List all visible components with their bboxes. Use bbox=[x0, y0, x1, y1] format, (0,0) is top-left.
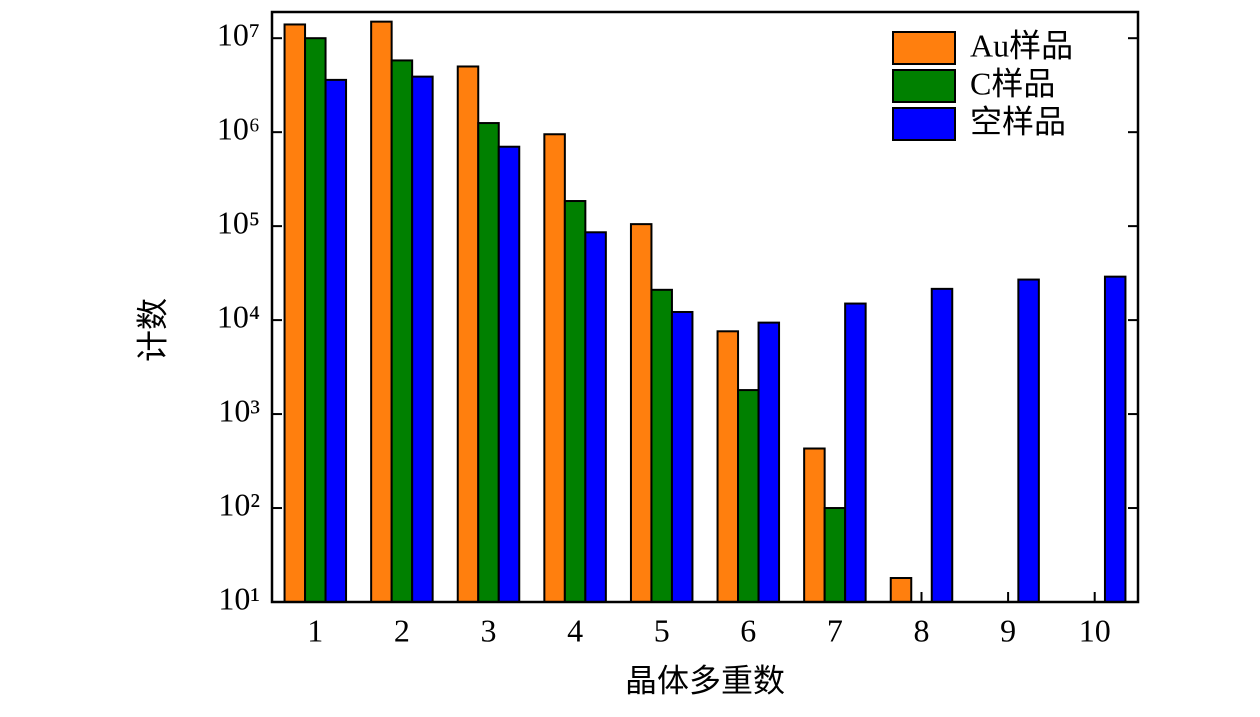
bar bbox=[757, 321, 781, 603]
bar bbox=[1103, 275, 1127, 603]
bar bbox=[304, 37, 327, 603]
y-tick-label: 10² bbox=[218, 486, 260, 522]
legend-label: C样品 bbox=[970, 65, 1055, 101]
y-tick-label: 10⁵ bbox=[217, 204, 260, 240]
bar bbox=[584, 231, 607, 604]
legend-label: Au样品 bbox=[970, 27, 1073, 63]
x-tick-label: 10 bbox=[1079, 612, 1111, 648]
bar bbox=[324, 78, 348, 603]
bar bbox=[889, 577, 913, 604]
bar bbox=[563, 200, 587, 603]
x-tick-label: 3 bbox=[481, 612, 497, 648]
y-tick-label: 10⁶ bbox=[217, 111, 260, 147]
bar bbox=[823, 507, 847, 604]
bar bbox=[456, 65, 480, 603]
y-axis-label: 计数 bbox=[134, 298, 170, 362]
bar bbox=[390, 59, 414, 604]
bar bbox=[650, 288, 673, 603]
legend-swatch bbox=[892, 69, 956, 103]
x-tick-label: 1 bbox=[307, 612, 323, 648]
x-tick-label: 8 bbox=[914, 612, 930, 648]
bar bbox=[670, 310, 694, 603]
bar bbox=[844, 302, 867, 603]
x-tick-label: 9 bbox=[1000, 612, 1016, 648]
y-tick-label: 10⁴ bbox=[217, 298, 260, 334]
bar bbox=[411, 75, 434, 604]
x-axis-label: 晶体多重数 bbox=[625, 662, 785, 698]
bar bbox=[283, 23, 307, 603]
x-tick-label: 6 bbox=[740, 612, 756, 648]
bar bbox=[477, 122, 500, 603]
bar bbox=[737, 389, 760, 603]
x-tick-label: 4 bbox=[567, 612, 583, 648]
bar bbox=[543, 133, 566, 603]
legend-swatch bbox=[892, 31, 956, 65]
x-tick-label: 7 bbox=[827, 612, 843, 648]
y-tick-label: 10⁷ bbox=[217, 17, 260, 53]
y-tick-label: 10¹ bbox=[218, 580, 260, 616]
bar bbox=[497, 145, 521, 603]
bar bbox=[716, 330, 740, 603]
bar bbox=[1017, 278, 1040, 603]
legend-label: 空样品 bbox=[970, 103, 1066, 139]
bar bbox=[629, 223, 653, 603]
bar bbox=[803, 447, 826, 604]
x-tick-label: 2 bbox=[394, 612, 410, 648]
bar bbox=[370, 20, 393, 603]
bar bbox=[930, 287, 954, 603]
y-tick-label: 10³ bbox=[218, 392, 260, 428]
x-tick-label: 5 bbox=[654, 612, 670, 648]
legend-swatch bbox=[892, 107, 956, 141]
plot-frame bbox=[270, 10, 1140, 604]
